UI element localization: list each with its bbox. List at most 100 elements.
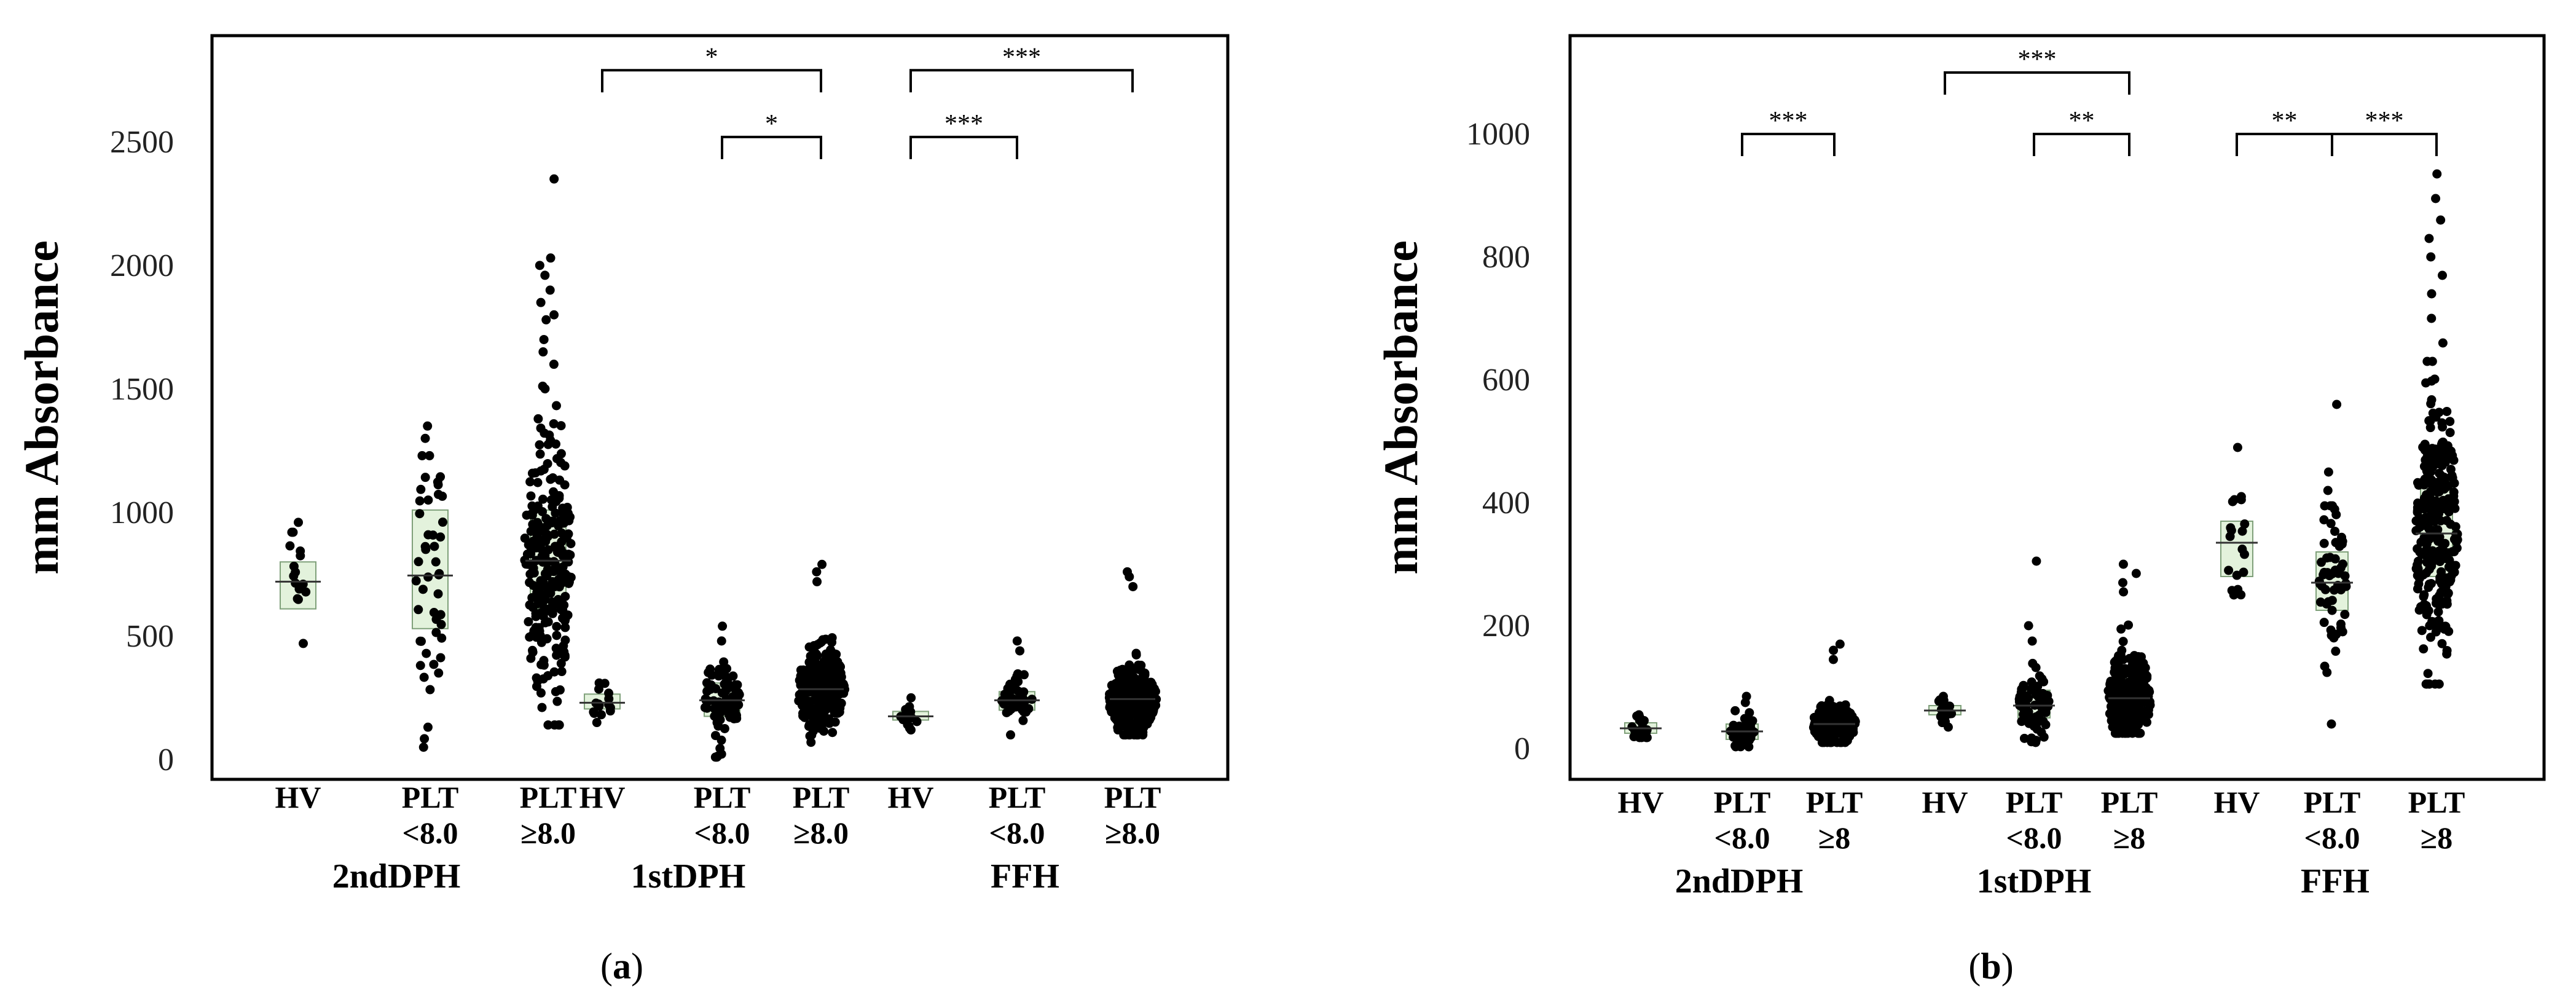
- data-point: [2224, 565, 2234, 575]
- data-point: [2445, 428, 2455, 438]
- data-point: [2028, 717, 2038, 726]
- data-point: [2440, 538, 2449, 548]
- data-point: [2019, 733, 2029, 743]
- data-point: [1730, 741, 1740, 750]
- category-5: [794, 559, 850, 747]
- data-point: [551, 401, 561, 411]
- panel-label: (b): [1968, 946, 2013, 986]
- data-point: [1019, 687, 1029, 697]
- data-point: [1125, 572, 1134, 581]
- y-axis-label: mm Absorbance: [1374, 240, 1427, 575]
- data-point: [2438, 551, 2448, 561]
- bracket-line: [2033, 133, 2130, 156]
- data-point: [2421, 443, 2431, 453]
- data-point: [2320, 661, 2330, 671]
- data-point: [2326, 625, 2336, 635]
- data-point: [538, 347, 548, 357]
- data-point: [2118, 578, 2128, 588]
- data-point: [2123, 698, 2133, 707]
- data-point: [558, 503, 568, 513]
- data-point: [806, 711, 815, 721]
- data-point: [414, 605, 423, 615]
- data-point: [2433, 607, 2443, 616]
- data-point: [2424, 518, 2434, 528]
- y-tick-label: 2000: [110, 248, 174, 283]
- significance-bracket: ***: [909, 43, 1134, 93]
- data-point: [823, 698, 833, 708]
- data-point: [436, 532, 446, 542]
- data-point: [554, 541, 564, 551]
- data-point: [414, 557, 423, 567]
- data-point: [1128, 581, 1138, 591]
- data-point: [1018, 715, 1028, 725]
- data-point: [534, 584, 544, 594]
- y-tick-label: 1500: [110, 372, 174, 407]
- data-point: [549, 360, 559, 369]
- data-point: [425, 685, 435, 695]
- data-point: [2444, 556, 2454, 565]
- data-point: [1815, 726, 1825, 736]
- data-point: [2414, 579, 2424, 589]
- data-point: [1142, 719, 1152, 729]
- data-point: [527, 645, 537, 655]
- data-point: [2122, 720, 2132, 730]
- data-point: [2130, 702, 2140, 712]
- plot-frame: [210, 34, 1230, 781]
- data-point: [2449, 491, 2459, 501]
- data-point: [1847, 714, 1857, 723]
- data-point: [2126, 668, 2136, 678]
- data-point: [594, 699, 603, 709]
- data-point: [536, 659, 546, 669]
- data-point: [2228, 497, 2237, 506]
- significance-stars: ***: [2018, 45, 2057, 74]
- data-point: [1828, 655, 1838, 664]
- data-point: [436, 472, 446, 482]
- category-6: [2216, 443, 2258, 600]
- category-2: [520, 174, 576, 730]
- y-tick-label: 500: [126, 619, 174, 654]
- category-label: ≥8.0: [793, 816, 849, 850]
- data-point: [1131, 682, 1141, 692]
- data-point: [553, 595, 563, 605]
- data-point: [1117, 701, 1127, 711]
- data-point: [556, 421, 566, 431]
- group-label: 2ndDPH: [1675, 862, 1804, 900]
- data-point: [2423, 669, 2433, 679]
- data-point: [2415, 522, 2425, 532]
- data-point: [2330, 554, 2340, 564]
- data-point: [2436, 516, 2446, 526]
- significance-bracket: ***: [909, 110, 1018, 159]
- data-point: [1839, 737, 1849, 747]
- data-point: [2131, 569, 2141, 578]
- y-tick-label: 0: [1514, 731, 1530, 766]
- bracket-line: [2236, 133, 2333, 156]
- category-label: PLT: [1104, 780, 1161, 814]
- data-point: [429, 659, 439, 669]
- data-point: [525, 477, 535, 487]
- data-point: [2143, 691, 2153, 701]
- data-point: [549, 667, 559, 677]
- data-point: [2442, 649, 2452, 659]
- data-point: [2323, 597, 2333, 607]
- data-point: [2440, 621, 2450, 631]
- data-point: [420, 433, 430, 443]
- data-point: [552, 696, 562, 706]
- data-point: [713, 721, 723, 731]
- data-point: [2437, 418, 2447, 428]
- data-point: [2419, 494, 2429, 503]
- data-point: [1823, 724, 1833, 734]
- panel-label-letter: a: [613, 946, 631, 986]
- data-point: [428, 530, 438, 540]
- group-label: 1stDPH: [631, 857, 746, 896]
- data-point: [1006, 730, 1016, 740]
- data-point: [416, 484, 426, 494]
- data-point: [2315, 597, 2325, 607]
- data-point: [2438, 437, 2448, 447]
- data-point: [2430, 411, 2440, 421]
- data-point: [804, 696, 814, 706]
- data-point: [702, 678, 712, 688]
- data-point: [2035, 692, 2045, 702]
- significance-stars: *: [705, 43, 718, 71]
- data-point: [2435, 532, 2444, 542]
